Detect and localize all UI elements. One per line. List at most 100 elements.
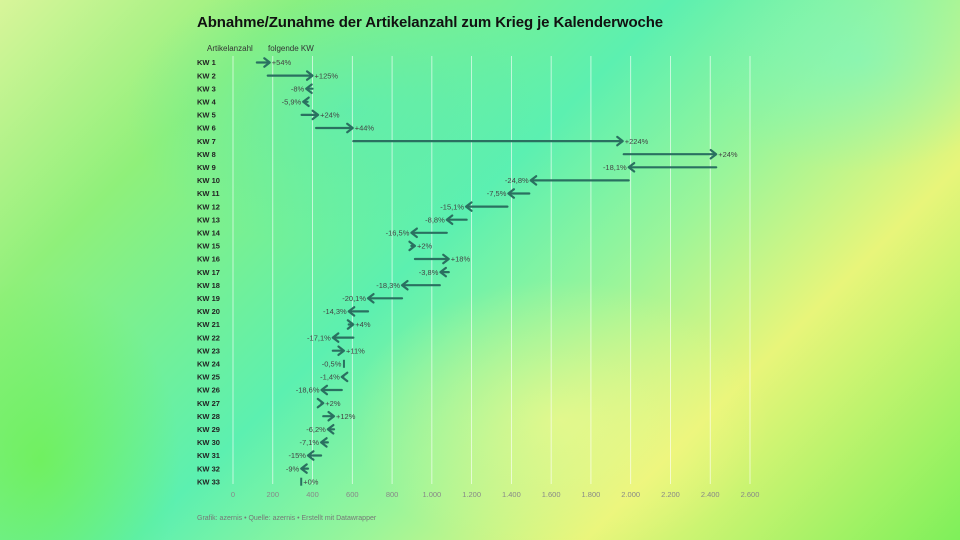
arrow-head xyxy=(340,371,349,383)
x-tick-label: 0 xyxy=(231,490,235,499)
arrow-row: KW 9 -18,1% xyxy=(197,162,718,173)
row-label: KW 2 xyxy=(197,71,216,80)
arrow-row: KW 24 -0,5% xyxy=(197,360,345,369)
arrow-head xyxy=(347,306,356,317)
row-label: KW 9 xyxy=(197,163,216,172)
arrow-head xyxy=(366,293,375,304)
row-label: KW 28 xyxy=(197,412,220,421)
change-label: -17,1% xyxy=(307,333,331,342)
row-label: KW 30 xyxy=(197,438,220,447)
arrow-row: KW 4 -5,9% xyxy=(197,96,310,108)
x-tick-label: 800 xyxy=(386,490,399,499)
arrow-row: KW 13 -8,8% xyxy=(197,214,468,225)
x-tick-label: 200 xyxy=(267,490,280,499)
arrow-row: KW 18 -18,3% xyxy=(197,279,441,291)
arrow-row: KW 1 +54% xyxy=(197,57,292,68)
arrow-head xyxy=(410,227,418,239)
change-label: +2% xyxy=(417,242,433,251)
row-label: KW 12 xyxy=(197,202,220,211)
row-label: KW 19 xyxy=(197,294,220,303)
arrow-row: KW 23 +11% xyxy=(197,345,365,356)
change-label: -15,1% xyxy=(440,202,464,211)
arrow-head xyxy=(306,450,315,461)
legend-end-label: folgende KW xyxy=(268,44,314,53)
arrow-head xyxy=(507,188,516,199)
change-label: +224% xyxy=(625,137,649,146)
x-tick-label: 1.000 xyxy=(422,490,441,499)
arrow-row: KW 19 -20,1% xyxy=(197,293,404,304)
change-label: -8,8% xyxy=(425,215,445,224)
arrow-row: KW 11 -7,5% xyxy=(197,188,531,199)
arrow-head xyxy=(400,279,409,291)
row-label: KW 18 xyxy=(197,281,220,290)
arrow-row: KW 33 +0% xyxy=(197,477,319,486)
legend-start-label: Artikelanzahl xyxy=(207,44,253,53)
change-label: -3,8% xyxy=(419,268,439,277)
row-label: KW 10 xyxy=(197,176,220,185)
arrow-head xyxy=(627,162,636,173)
change-label: -14,3% xyxy=(323,307,347,316)
arrow-head xyxy=(331,332,340,343)
arrow-head xyxy=(616,135,624,147)
arrow-row: KW 26 -18,6% xyxy=(197,384,343,396)
change-label: -7,5% xyxy=(487,189,507,198)
change-label: +24% xyxy=(320,111,340,120)
change-label: -24,8% xyxy=(505,176,529,185)
footer-credit: Grafik: azernis • Quelle: azernis • Erst… xyxy=(197,515,377,522)
arrow-row: KW 2 +125% xyxy=(197,70,338,81)
change-label: -1,4% xyxy=(320,373,340,382)
row-label: KW 23 xyxy=(197,346,220,355)
row-label: KW 24 xyxy=(197,360,221,369)
x-tick-label: 600 xyxy=(346,490,359,499)
arrow-row: KW 14 -16,5% xyxy=(197,227,448,239)
x-axis: 0 200 400 600 800 1.000 1.200 1.400 1.600 1.800 2.… xyxy=(231,490,759,499)
change-label: -20,1% xyxy=(342,294,366,303)
arrow-row: KW 6 +44% xyxy=(197,122,374,134)
change-label: -7,1% xyxy=(299,438,319,447)
arrow-head xyxy=(319,437,328,448)
change-label: -8% xyxy=(291,84,305,93)
x-tick-label: 1.400 xyxy=(502,490,521,499)
chart-title: Abnahme/Zunahme der Artikelanzahl zum Kr… xyxy=(197,14,664,31)
arrow-head xyxy=(442,253,450,265)
row-label: KW 26 xyxy=(197,386,220,395)
arrow-head xyxy=(709,148,718,160)
arrow-row: KW 29 -6,2% xyxy=(197,424,336,435)
row-label: KW 11 xyxy=(197,189,220,198)
row-label: KW 8 xyxy=(197,150,216,159)
change-label: +54% xyxy=(272,58,292,67)
arrow-row: KW 17 -3,8% xyxy=(197,266,450,278)
change-label: -5,9% xyxy=(282,98,302,107)
change-label: -15% xyxy=(288,451,306,460)
arrow-head xyxy=(320,384,329,396)
arrow-head xyxy=(464,201,473,212)
arrow-row: KW 12 -15,1% xyxy=(197,201,509,212)
x-tick-label: 2.000 xyxy=(621,490,640,499)
row-label: KW 29 xyxy=(197,425,220,434)
x-tick-label: 2.200 xyxy=(661,490,680,499)
arrow-row: KW 27 +2% xyxy=(197,397,341,409)
arrow-row: KW 5 +24% xyxy=(197,109,340,121)
arrow-row: KW 7 +224% xyxy=(197,135,649,147)
change-label: +12% xyxy=(336,412,356,421)
change-label: -18,6% xyxy=(296,386,320,395)
row-label: KW 7 xyxy=(197,137,216,146)
row-label: KW 3 xyxy=(197,84,216,93)
arrow-head xyxy=(327,410,336,422)
x-tick-label: 1.600 xyxy=(542,490,561,499)
change-label: -16,5% xyxy=(386,229,410,238)
x-tick-label: 2.400 xyxy=(701,490,720,499)
row-label: KW 25 xyxy=(197,373,220,382)
arrow-head xyxy=(346,122,354,134)
x-tick-label: 2.600 xyxy=(741,490,760,499)
row-label: KW 5 xyxy=(197,111,216,120)
row-label: KW 22 xyxy=(197,333,220,342)
chart-rows: KW 1 +54% KW 2 +125% KW 3 -8% KW 4 -5,9% KW 5 +24… xyxy=(197,57,738,486)
arrow-head xyxy=(346,319,355,330)
row-label: KW 33 xyxy=(197,477,220,486)
change-label: -6,2% xyxy=(306,425,326,434)
arrow-row: KW 15 +2% xyxy=(197,240,433,252)
x-tick-label: 400 xyxy=(306,490,319,499)
